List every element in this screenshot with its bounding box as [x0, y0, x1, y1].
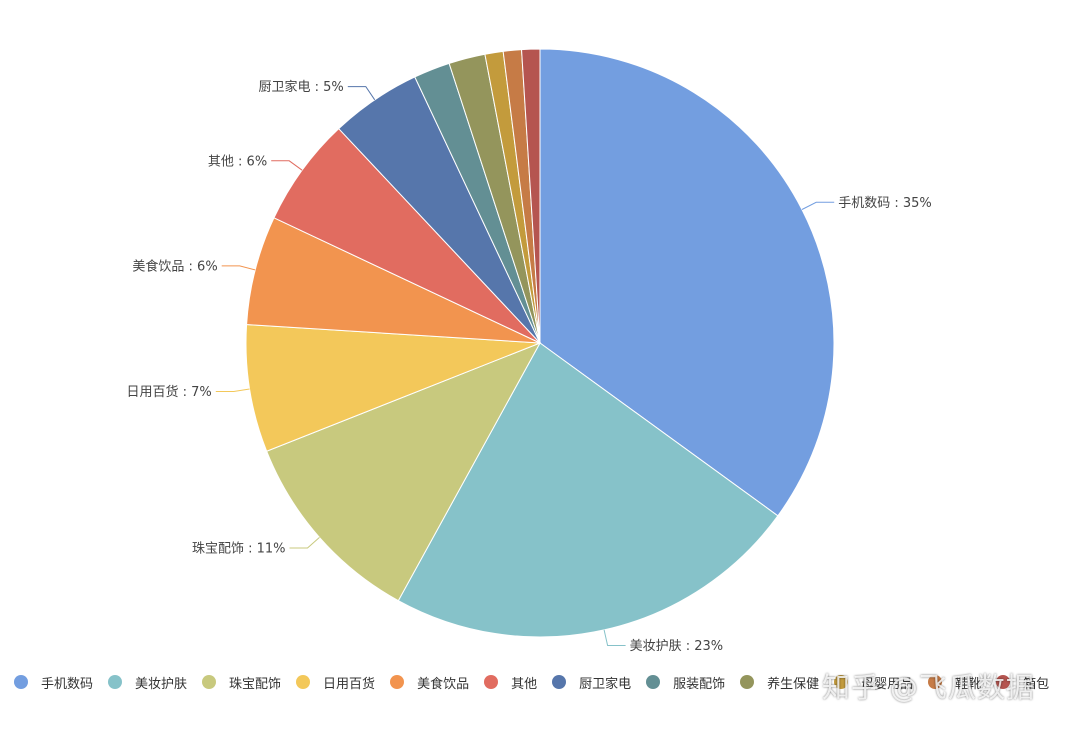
legend-label: 母婴用品	[861, 676, 914, 692]
label-leader-line-5	[221, 265, 256, 271]
legend-label: 手机数码	[41, 676, 94, 692]
legend-color-dot	[740, 675, 755, 689]
legend-item-11[interactable]: 鞋靴	[928, 673, 981, 692]
legend-color-dot	[202, 675, 217, 689]
legend-label: 日用百货	[323, 676, 376, 692]
legend-label: 箱包	[1023, 676, 1050, 692]
legend-label: 厨卫家电	[579, 676, 632, 692]
label-leader-line-6	[271, 160, 303, 171]
label-leader-line-2	[603, 629, 626, 646]
slice-label-3: 珠宝配饰 : 11%	[192, 542, 286, 557]
slice-label-1: 手机数码 : 35%	[838, 196, 932, 211]
legend-item-5[interactable]: 美食饮品	[390, 673, 469, 692]
pie-slice-3[interactable]	[266, 342, 542, 602]
legend-label: 服装配饰	[673, 676, 726, 692]
legend-label: 美妆护肤	[135, 676, 188, 692]
legend-color-dot	[552, 675, 567, 689]
label-leader-line-4	[215, 388, 250, 392]
label-leader-line-3	[289, 537, 320, 549]
slice-label-7: 厨卫家电 : 5%	[259, 79, 344, 95]
legend-color-dot	[646, 675, 661, 689]
legend-label: 其他	[511, 676, 538, 692]
slice-label-6: 其他 : 6%	[208, 154, 267, 169]
legend-color-dot	[484, 675, 499, 689]
legend-item-9[interactable]: 养生保健	[740, 673, 819, 692]
legend-item-1[interactable]: 手机数码	[14, 673, 93, 692]
legend-label: 美食饮品	[417, 676, 470, 692]
legend-item-4[interactable]: 日用百货	[296, 673, 375, 692]
slice-label-2: 美妆护肤 : 23%	[630, 639, 724, 654]
legend-item-3[interactable]: 珠宝配饰	[202, 673, 281, 692]
legend-item-8[interactable]: 服装配饰	[646, 673, 725, 692]
slice-label-4: 日用百货 : 7%	[127, 384, 212, 400]
legend-color-dot	[928, 675, 943, 689]
legend-item-12[interactable]: 箱包	[996, 673, 1049, 692]
legend: 手机数码 美妆护肤 珠宝配饰 日用百货 美食饮品 其他 厨卫家电 服装配饰 养生保健 母婴用品 鞋靴…	[14, 670, 1064, 694]
legend-color-dot	[996, 675, 1011, 689]
legend-item-7[interactable]: 厨卫家电	[552, 673, 631, 692]
pie-slice-1[interactable]	[539, 48, 835, 517]
pie-slice-12[interactable]	[521, 48, 541, 344]
legend-color-dot	[390, 675, 405, 689]
slice-label-5: 美食饮品 : 6%	[132, 258, 217, 274]
legend-label: 鞋靴	[955, 676, 982, 692]
legend-item-2[interactable]: 美妆护肤	[108, 673, 187, 692]
watermark: 知乎 @飞瓜数据	[822, 671, 1035, 704]
legend-label: 珠宝配饰	[229, 676, 282, 692]
legend-color-dot	[108, 675, 123, 689]
legend-color-dot	[296, 675, 311, 689]
legend-color-dot	[14, 675, 28, 689]
pie-slice-4[interactable]	[245, 324, 541, 452]
label-leader-line-1	[801, 201, 835, 210]
legend-color-dot	[834, 675, 849, 689]
label-leader-line-7	[347, 86, 376, 101]
legend-item-10[interactable]: 母婴用品	[834, 673, 913, 692]
legend-label: 养生保健	[767, 676, 820, 692]
legend-item-6[interactable]: 其他	[484, 673, 537, 692]
